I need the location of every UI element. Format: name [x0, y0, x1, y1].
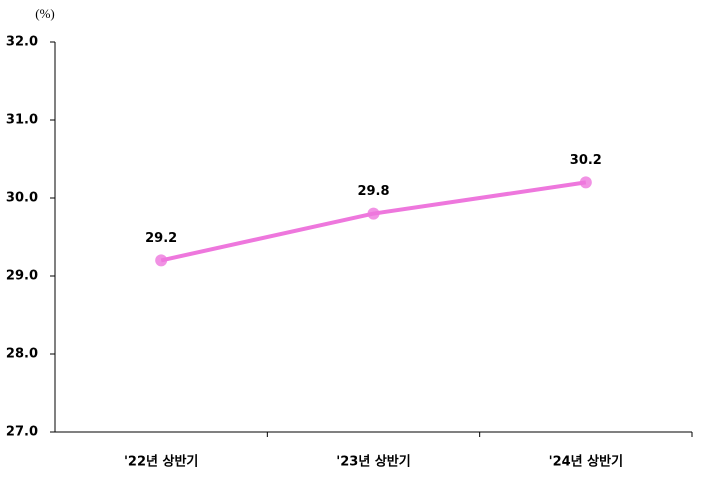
data-label: 29.2: [145, 231, 177, 246]
y-tick-label: 29.0: [6, 269, 38, 284]
x-tick-label: '23년 상반기: [336, 454, 410, 470]
marker: [155, 254, 168, 267]
y-axis-title: (%): [35, 6, 55, 21]
data-label: 30.2: [570, 153, 602, 168]
marker: [367, 207, 380, 220]
x-tick-label: '24년 상반기: [549, 454, 623, 470]
data-label: 29.8: [357, 184, 389, 199]
y-tick-label: 32.0: [6, 35, 38, 50]
y-tick-label: 27.0: [6, 425, 38, 440]
y-tick-label: 31.0: [6, 113, 38, 128]
x-tick-label: '22년 상반기: [124, 454, 198, 470]
y-tick-label: 30.0: [6, 191, 38, 206]
y-tick-label: 28.0: [6, 347, 38, 362]
marker: [579, 176, 592, 189]
